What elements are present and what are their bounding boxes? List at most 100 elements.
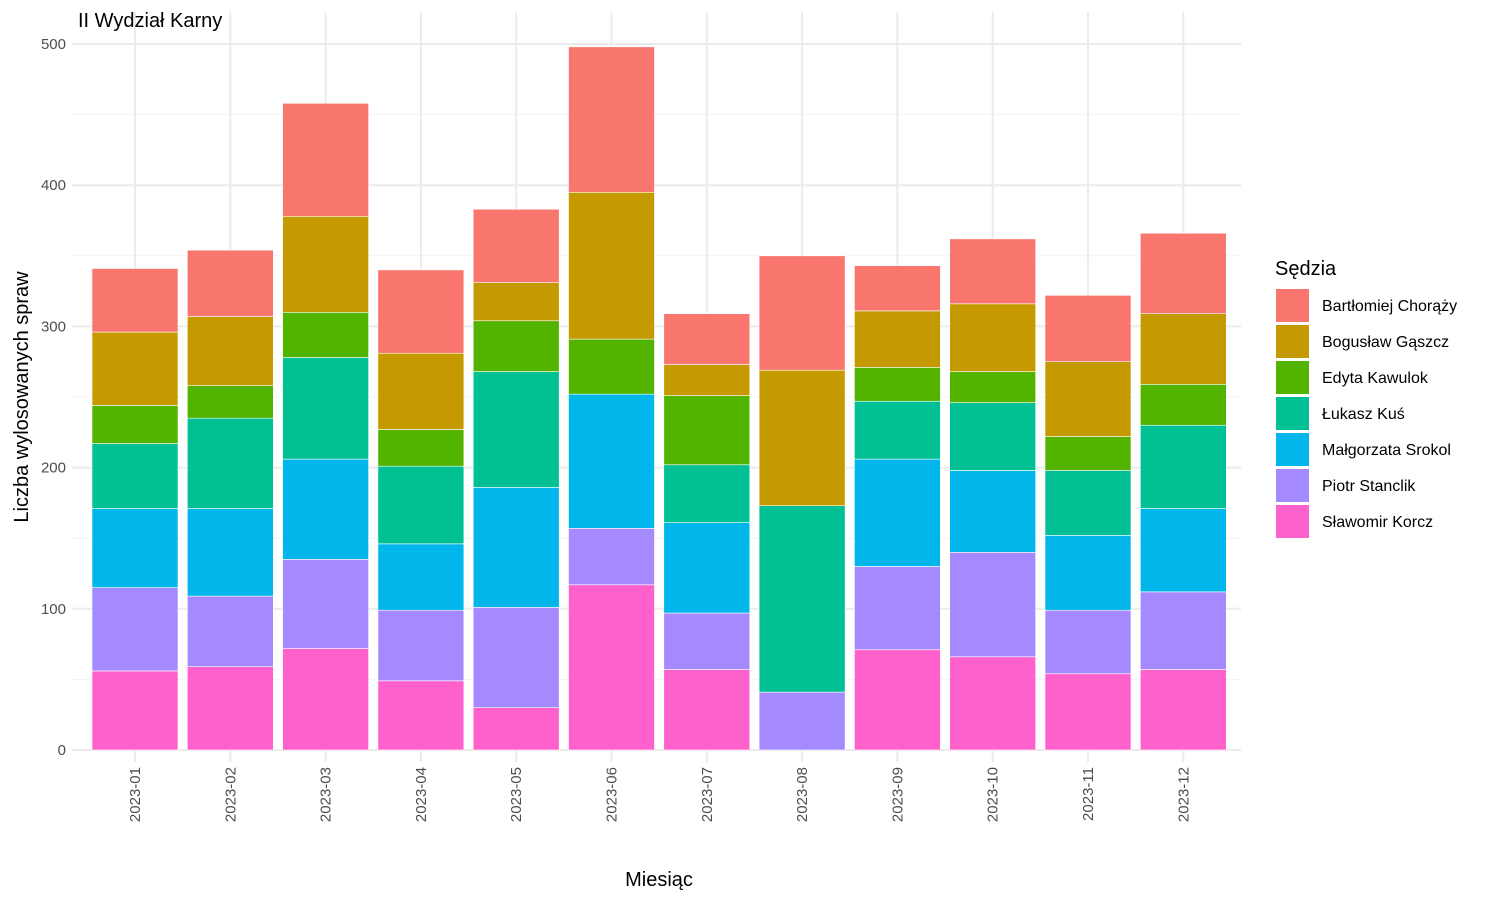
legend-label: Małgorzata Srokol [1322,442,1451,459]
bar-segment [187,316,274,387]
x-tick-label: 2023-08 [794,767,811,822]
bar-segment [568,191,655,340]
legend-label: Łukasz Kuś [1322,406,1405,423]
bar-segment [1044,436,1132,471]
legend-swatch [1276,433,1309,466]
bar-segment [377,609,465,682]
x-tick-label: 2023-06 [604,767,621,822]
y-tick-label: 500 [41,36,66,53]
legend-swatch [1276,469,1309,502]
bar-segment [1044,361,1132,437]
y-tick-label: 100 [41,601,66,618]
bar-segment [758,691,846,751]
bar-segment [663,313,751,365]
bar-segment [854,367,941,402]
y-axis-ticks: 0 100 200 300 400 500 [41,36,66,759]
legend-label: Piotr Stanclik [1322,478,1416,495]
x-axis-title: Miesiąc [625,869,693,891]
bar-segment [1044,470,1132,536]
bar-segment [949,238,1037,305]
bar-segment [472,487,560,608]
bar-segment [854,566,941,651]
bar-segment [91,405,179,444]
bar-segment [282,458,369,560]
bar-segment [1044,535,1132,611]
legend-label: Bogusław Gąszcz [1322,334,1449,351]
x-tick-label: 2023-01 [127,767,144,822]
bar-segment [1140,508,1227,593]
bar-segment [91,331,179,406]
bar-segment [282,357,369,460]
bar-segment [854,400,941,460]
bar-segment [568,338,655,395]
bar-segment [472,707,560,751]
bar-segment [377,429,465,467]
bar-segment [282,648,369,751]
bar-segment [472,607,560,708]
bar-segment [758,369,846,507]
bar-segment [91,443,179,509]
bar-segment [1140,424,1227,509]
bar-segment [949,402,1037,471]
legend-label: Edyta Kawulok [1322,370,1429,387]
legend-swatch [1276,397,1309,430]
bar-segment [187,508,274,597]
x-tick-label: 2023-03 [318,767,335,822]
legend-swatch [1276,505,1309,538]
bar-segment [663,669,751,751]
bar-segment [1140,591,1227,670]
legend-title: Sędzia [1275,258,1337,280]
bar-segment [854,649,941,751]
bar-segment [377,543,465,611]
bar-segment [663,464,751,523]
bar-segment [91,587,179,672]
bar-segment [377,680,465,751]
x-tick-label: 2023-04 [413,767,430,822]
bar-segment [472,208,560,283]
bar-segment [663,522,751,614]
bar-segment [1140,669,1227,751]
bar-segment [91,268,179,333]
legend-swatch [1276,361,1309,394]
bar-segment [663,395,751,466]
y-tick-label: 400 [41,177,66,194]
bar-segment [377,269,465,354]
legend-swatch [1276,289,1309,322]
legend-items: Bartłomiej Chorąży Bogusław Gąszcz Edyta K… [1276,289,1457,538]
y-tick-label: 300 [41,318,66,335]
bar-segment [1140,232,1227,314]
bar-segment [568,528,655,586]
bar-segment [949,371,1037,403]
bar-segment [187,249,274,317]
bar-segment [282,103,369,217]
bar-segment [758,255,846,371]
bar-segment [91,670,179,751]
y-tick-label: 0 [58,742,66,759]
bar-segment [1140,383,1227,426]
bar-segment [568,46,655,193]
chart-title: II Wydział Karny [78,10,222,32]
x-tick-label: 2023-11 [1080,767,1097,821]
bar-segment [1044,609,1132,675]
bar-segment [187,385,274,419]
legend-label: Sławomir Korcz [1322,514,1433,531]
bar-segment [949,656,1037,751]
bar-segment [949,552,1037,658]
bar-segment [187,595,274,667]
bar-segment [568,393,655,529]
bar-segment [949,470,1037,553]
bar-segment [472,282,560,322]
bar-segment [663,612,751,670]
bar-segment [568,584,655,751]
bars [91,46,1227,751]
bar-segment [1044,673,1132,751]
y-axis-title: Liczba wylosowanych spraw [11,271,33,523]
x-tick-label: 2023-05 [508,767,525,822]
bar-segment [1140,313,1227,385]
bar-segment [377,465,465,545]
bar-segment [854,265,941,312]
legend-label: Bartłomiej Chorąży [1322,298,1457,315]
bar-segment [377,352,465,430]
x-tick-label: 2023-02 [222,767,239,822]
